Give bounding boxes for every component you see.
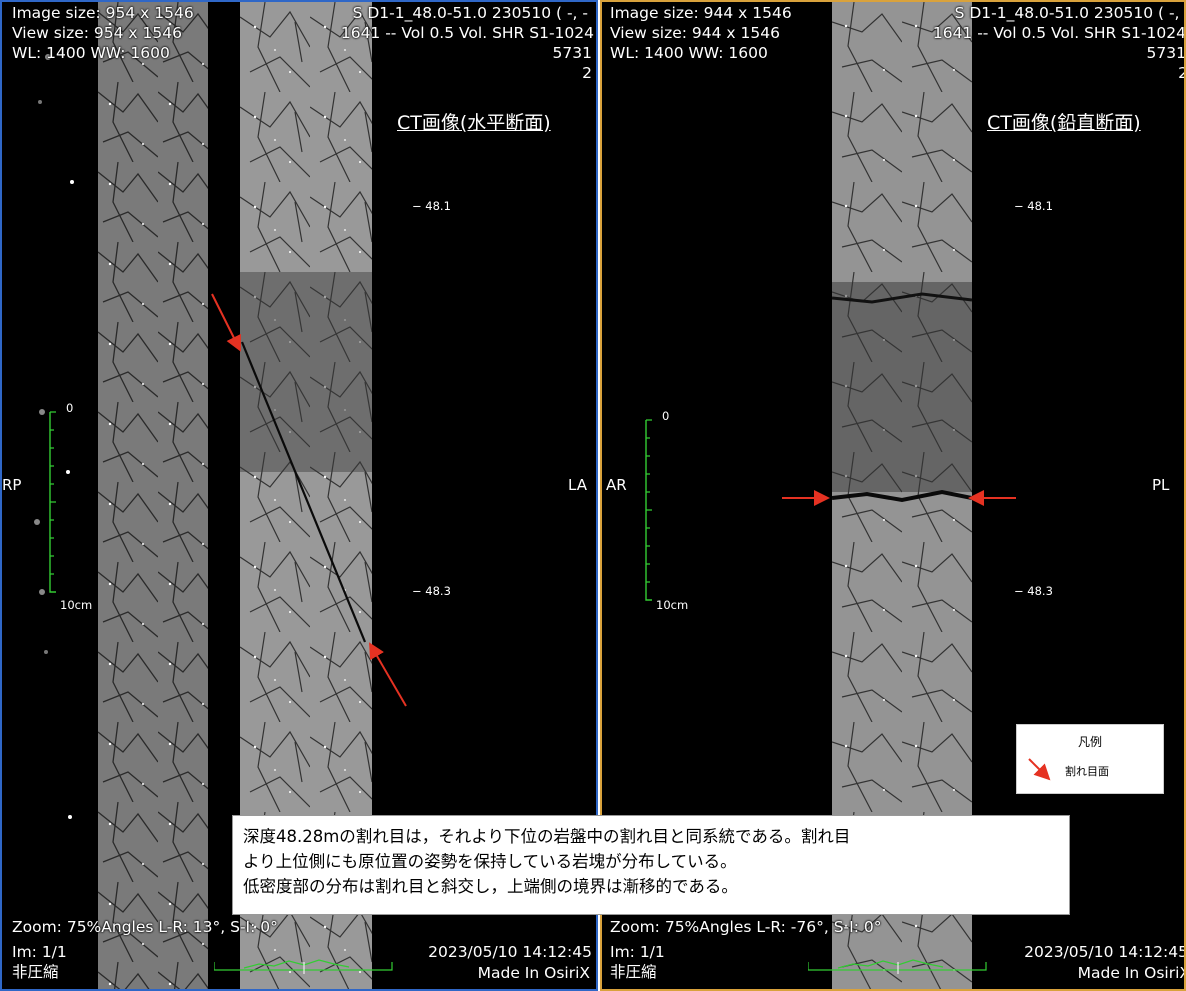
- image-index: Im: 1/1: [12, 943, 67, 961]
- slice-number: 5731: [553, 44, 592, 62]
- arrow-lower: [370, 644, 406, 706]
- depth-marker-top: − 48.1: [1014, 199, 1053, 213]
- image-size: Image size: 954 x 1546: [12, 4, 194, 22]
- depth-marker-bottom: − 48.3: [1014, 584, 1053, 598]
- zoom-angles: Zoom: 75%Angles L-R: 13°, S-I: 0°: [12, 918, 278, 936]
- datetime: 2023/05/10 14:12:45: [1024, 943, 1186, 961]
- depth-marker-top: − 48.1: [412, 199, 451, 213]
- view-size: View size: 954 x 1546: [12, 24, 182, 42]
- window-level: WL: 1400 WW: 1600: [12, 44, 170, 62]
- view-size: View size: 944 x 1546: [610, 24, 780, 42]
- arrow-upper: [212, 294, 240, 350]
- depth-marker-bottom: − 48.3: [412, 584, 451, 598]
- scale-zero: 0: [66, 401, 73, 415]
- caption-box: 深度48.28mの割れ目は，それより下位の岩盤中の割れ目と同系統である。割れ目 …: [232, 815, 1070, 915]
- scale-zero: 0: [662, 409, 669, 423]
- compression: 非圧縮: [610, 963, 657, 981]
- slice-number: 5731: [1147, 44, 1186, 62]
- slice-index: 2: [582, 64, 592, 82]
- orientation-right: PL: [1152, 476, 1169, 494]
- legend-item-fracture: 割れ目面: [1065, 763, 1109, 779]
- image-index: Im: 1/1: [610, 943, 665, 961]
- scale-label: 10cm: [60, 598, 92, 612]
- caption-line-1: 深度48.28mの割れ目は，それより下位の岩盤中の割れ目と同系統である。割れ目: [243, 824, 1059, 849]
- orientation-left: AR: [606, 476, 627, 494]
- scale-bar: [642, 410, 682, 610]
- slice-index: 2: [1178, 64, 1186, 82]
- series-info: S D1-1_48.0-51.0 230510 ( -, -: [353, 4, 588, 22]
- legend: 凡例 割れ目面: [1016, 724, 1164, 794]
- made-in: Made In OsiriX: [478, 964, 590, 982]
- datetime: 2023/05/10 14:12:45: [428, 943, 592, 961]
- volume-info: 1641 -- Vol 0.5 Vol. SHR S1-1024: [933, 24, 1186, 42]
- histogram: [214, 944, 394, 974]
- orientation-left: RP: [2, 476, 21, 494]
- ct-title: CT画像(水平断面): [397, 108, 551, 135]
- orientation-right: LA: [568, 476, 587, 494]
- legend-arrow-icon: [1025, 755, 1057, 785]
- legend-title: 凡例: [1017, 733, 1163, 750]
- caption-line-3: 低密度部の分布は割れ目と斜交し，上端側の境界は漸移的である。: [243, 874, 1059, 899]
- caption-line-2: より上位側にも原位置の姿勢を保持している岩塊が分布している。: [243, 849, 1059, 874]
- scale-bar: [46, 402, 86, 602]
- compression: 非圧縮: [12, 963, 59, 981]
- series-info: S D1-1_48.0-51.0 230510 ( -, -: [955, 4, 1186, 22]
- core-image-strip-left: [98, 2, 208, 991]
- ct-title: CT画像(鉛直断面): [987, 108, 1141, 135]
- image-size: Image size: 944 x 1546: [610, 4, 792, 22]
- volume-info: 1641 -- Vol 0.5 Vol. SHR S1-1024: [341, 24, 594, 42]
- histogram: [808, 944, 988, 974]
- zoom-angles: Zoom: 75%Angles L-R: -76°, S-I: 0°: [610, 918, 881, 936]
- scale-label: 10cm: [656, 598, 688, 612]
- made-in: Made In OsiriX: [1078, 964, 1186, 982]
- window-level: WL: 1400 WW: 1600: [610, 44, 768, 62]
